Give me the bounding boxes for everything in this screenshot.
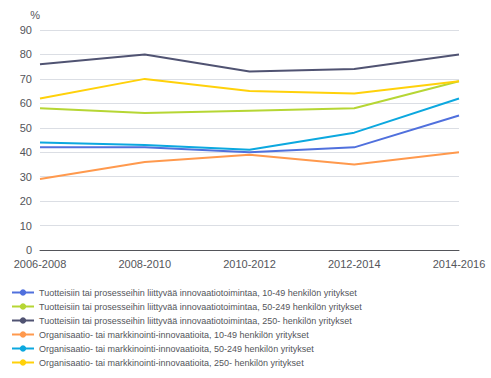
svg-text:2010-2012: 2010-2012: [223, 258, 276, 270]
svg-text:2014-2016: 2014-2016: [433, 258, 486, 270]
svg-text:Organisaatio- tai markkinointi: Organisaatio- tai markkinointi-innovaati…: [39, 358, 304, 368]
svg-text:Tuotteisiin tai prosesseihin l: Tuotteisiin tai prosesseihin liittyvää i…: [39, 288, 357, 298]
svg-text:Organisaatio- tai markkinointi: Organisaatio- tai markkinointi-innovaati…: [39, 344, 314, 354]
svg-text:70: 70: [20, 73, 32, 85]
svg-text:60: 60: [20, 97, 32, 109]
svg-text:40: 40: [20, 146, 32, 158]
svg-text:%: %: [30, 9, 40, 21]
svg-text:50: 50: [20, 122, 32, 134]
svg-text:10: 10: [20, 220, 32, 232]
svg-text:0: 0: [26, 244, 32, 256]
svg-text:Organisaatio- tai markkinointi: Organisaatio- tai markkinointi-innovaati…: [39, 330, 309, 340]
svg-text:30: 30: [20, 171, 32, 183]
svg-text:80: 80: [20, 48, 32, 60]
svg-text:Tuotteisiin tai prosesseihin l: Tuotteisiin tai prosesseihin liittyvää i…: [39, 302, 362, 312]
svg-text:20: 20: [20, 195, 32, 207]
svg-text:Tuotteisiin tai prosesseihin l: Tuotteisiin tai prosesseihin liittyvää i…: [39, 316, 352, 326]
svg-text:2012-2014: 2012-2014: [328, 258, 381, 270]
svg-text:2006-2008: 2006-2008: [14, 258, 67, 270]
svg-text:90: 90: [20, 24, 32, 36]
svg-text:2008-2010: 2008-2010: [118, 258, 171, 270]
